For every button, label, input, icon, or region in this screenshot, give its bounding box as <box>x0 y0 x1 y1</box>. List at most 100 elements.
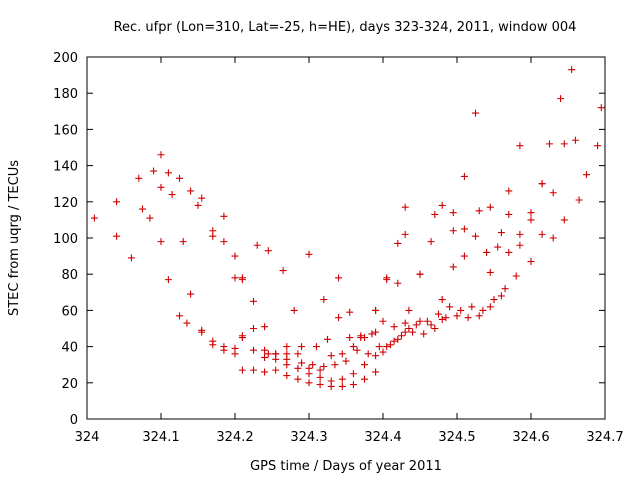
data-point <box>394 279 402 287</box>
y-tick-label: 100 <box>53 232 78 247</box>
data-point <box>113 232 121 240</box>
data-point <box>516 142 524 150</box>
data-point <box>438 201 446 209</box>
data-point <box>349 343 357 351</box>
data-point <box>571 136 579 144</box>
data-point <box>353 346 361 354</box>
data-point <box>401 328 409 336</box>
data-point <box>368 330 376 338</box>
data-point <box>264 350 272 358</box>
data-point <box>298 359 306 367</box>
data-point <box>472 109 479 117</box>
data-point <box>416 270 424 278</box>
data-point <box>538 230 546 238</box>
data-point <box>238 274 246 282</box>
data-point <box>361 361 368 369</box>
data-point <box>597 104 605 112</box>
data-point <box>449 227 457 235</box>
data-point <box>401 319 409 327</box>
x-tick-label: 324.4 <box>364 430 401 445</box>
data-point <box>220 212 228 220</box>
data-point <box>383 276 391 284</box>
data-point <box>349 381 357 389</box>
data-point <box>453 312 461 320</box>
data-point <box>546 140 553 148</box>
data-point <box>457 306 465 314</box>
data-point <box>238 366 246 374</box>
data-point <box>409 328 417 336</box>
data-point <box>372 328 380 336</box>
data-point <box>135 174 143 182</box>
data-point <box>176 312 183 320</box>
data-point <box>187 187 195 195</box>
data-point <box>475 207 483 215</box>
data-point <box>449 263 457 271</box>
y-tick-label: 180 <box>53 87 78 102</box>
y-tick-label: 60 <box>61 304 78 319</box>
x-tick-label: 324.7 <box>586 430 623 445</box>
data-point <box>438 315 446 323</box>
data-point <box>264 247 272 255</box>
data-point <box>187 290 195 298</box>
data-point <box>331 361 339 369</box>
data-point <box>198 194 206 202</box>
data-point <box>460 225 468 233</box>
data-point <box>168 191 176 199</box>
x-tick-label: 324.2 <box>216 430 253 445</box>
data-point <box>394 239 402 247</box>
data-point <box>220 346 228 354</box>
y-axis-label: STEC from uqrg / TECUs <box>7 160 22 316</box>
data-point <box>179 238 187 246</box>
x-tick-label: 324.1 <box>142 430 179 445</box>
data-point <box>405 306 413 314</box>
data-point <box>283 343 291 351</box>
data-point <box>483 248 491 256</box>
data-point <box>442 314 450 322</box>
data-point <box>164 276 172 284</box>
data-point <box>272 366 280 374</box>
data-point <box>338 382 346 390</box>
data-point <box>250 325 257 332</box>
data-point <box>279 267 287 275</box>
data-point <box>401 203 409 211</box>
data-point <box>398 332 405 340</box>
data-point <box>231 274 239 282</box>
data-point <box>435 310 442 318</box>
data-point <box>438 296 446 304</box>
x-tick-label: 324.5 <box>438 430 475 445</box>
data-point <box>320 296 328 304</box>
data-point <box>497 292 505 300</box>
data-point <box>294 350 302 358</box>
data-point <box>231 350 239 358</box>
data-point <box>164 169 172 177</box>
x-axis-label: GPS time / Days of year 2011 <box>250 459 442 474</box>
data-point <box>449 209 457 217</box>
data-point <box>379 348 387 356</box>
data-point <box>209 341 217 349</box>
chart-title: Rec. ufpr (Lon=310, Lat=-25, h=HE), days… <box>114 20 577 35</box>
data-point <box>557 95 565 103</box>
data-point <box>516 241 524 249</box>
data-point <box>375 343 383 351</box>
data-point <box>479 306 487 314</box>
data-point <box>464 314 472 322</box>
data-point <box>446 303 454 311</box>
data-point <box>505 187 513 195</box>
data-point <box>486 203 494 211</box>
data-point <box>183 319 191 327</box>
data-point <box>309 361 317 369</box>
data-point <box>294 375 302 383</box>
data-point <box>157 183 165 191</box>
data-point <box>261 346 269 354</box>
data-point <box>501 285 509 293</box>
data-point <box>316 366 324 374</box>
data-point <box>372 352 380 360</box>
data-point <box>427 321 435 329</box>
y-tick-label: 120 <box>53 196 78 211</box>
data-point <box>298 343 306 351</box>
data-point <box>472 232 479 240</box>
data-point <box>405 325 413 332</box>
data-point <box>157 238 165 246</box>
data-point <box>516 230 524 238</box>
y-tick-label: 200 <box>53 51 78 66</box>
